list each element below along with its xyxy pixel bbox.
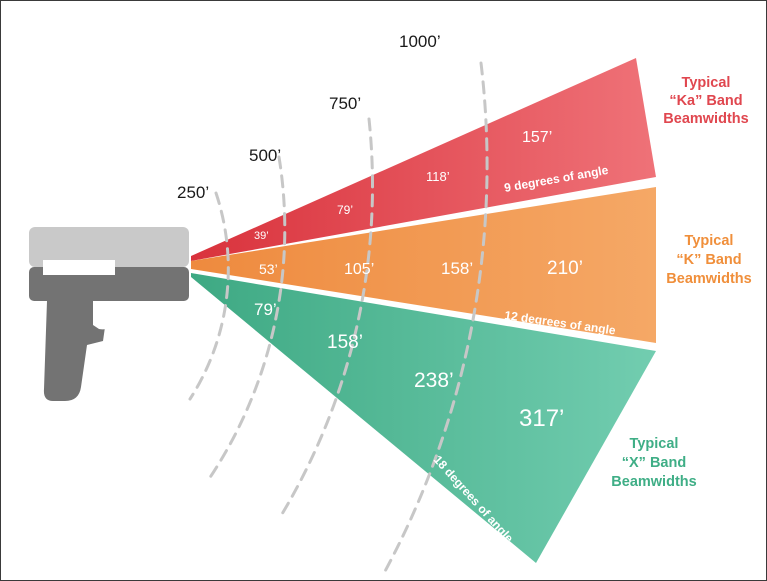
k-width-750: 158’ [441,259,473,278]
x-label-line-3: Beamwidths [611,474,696,490]
ka-width-500: 79’ [337,203,353,217]
arc-1000 [381,61,489,577]
ka-label-line-3: Beamwidths [663,111,748,127]
distance-label-250: 250’ [177,183,209,202]
k-width-500: 105’ [344,261,374,278]
k-band-beam [191,187,656,343]
k-width-1000: 210’ [547,258,583,279]
ka-width-750: 118’ [426,169,450,184]
ka-width-1000: 157’ [522,129,552,146]
k-label-line-1: Typical [685,233,734,249]
arc-500 [207,155,287,481]
x-label-line-1: Typical [630,436,679,452]
ka-band-label: Typical “Ka” Band Beamwidths [663,75,748,127]
x-width-250: 79’ [254,300,277,319]
x-width-1000: 317’ [519,405,564,432]
k-label-line-2: “K” Band [676,252,741,268]
distance-label-500: 500’ [249,146,281,165]
ka-width-250: 39’ [254,230,269,242]
k-width-250: 53’ [259,261,278,277]
k-label-line-3: Beamwidths [666,271,751,287]
ka-band-beam [191,58,656,261]
x-band-beam [191,273,656,563]
radar-gun-icon [29,227,189,401]
x-width-750: 238’ [414,369,454,392]
distance-label-1000: 1000’ [399,32,441,51]
k-band-label: Typical “K” Band Beamwidths [666,233,751,287]
x-width-500: 158’ [327,332,363,353]
ka-label-line-1: Typical [682,75,731,91]
distance-arcs [188,61,489,577]
ka-label-line-2: “Ka” Band [669,93,742,109]
arc-250 [188,191,230,401]
x-label-line-2: “X” Band [622,455,686,471]
distance-label-750: 750’ [329,94,361,113]
arc-750 [277,117,374,521]
x-band-label: Typical “X” Band Beamwidths [611,436,696,490]
